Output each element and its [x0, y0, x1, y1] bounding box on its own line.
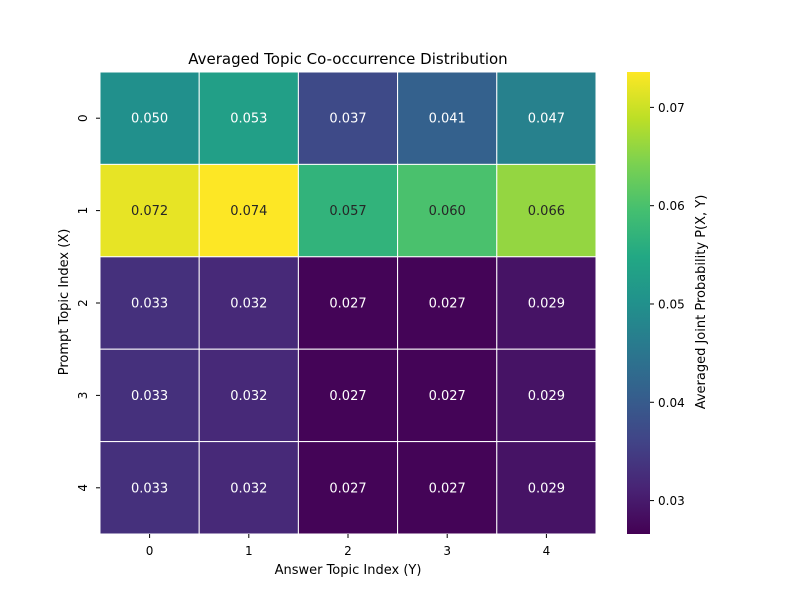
heatmap-cell-r1-c0 [99, 163, 200, 258]
colorbar-label: Averaged Joint Probability P(X, Y) [694, 195, 709, 410]
heatmap-cell-r0-c1 [198, 71, 299, 165]
cell-value-label: 0.029 [528, 389, 565, 404]
colorbar-tick-label: 0.06 [658, 199, 685, 213]
cell-value-label: 0.027 [329, 389, 366, 404]
x-axis-label: Answer Topic Index (Y) [275, 563, 422, 578]
cell-value-label: 0.047 [528, 112, 565, 127]
heatmap-cell-r0-c0 [99, 71, 200, 165]
cell-value-label: 0.057 [329, 204, 366, 219]
cell-value-label: 0.053 [230, 112, 267, 127]
colorbar-tick-label: 0.05 [658, 297, 685, 311]
heatmap-cell-r0-c4 [496, 71, 597, 165]
cell-value-label: 0.072 [131, 204, 168, 219]
heatmap-cell-r2-c3 [397, 256, 498, 350]
cell-value-label: 0.066 [528, 204, 565, 219]
y-tick-label: 3 [76, 392, 90, 400]
y-axis: 0 1 2 3 4 [76, 114, 100, 492]
cell-value-label: 0.027 [429, 389, 466, 404]
colorbar-tick-label: 0.03 [658, 494, 685, 508]
cell-value-label: 0.033 [131, 297, 168, 312]
heatmap-cell-r4-c2 [297, 441, 399, 535]
heatmap-cell-r0-c2 [297, 71, 399, 165]
heatmap-cells [99, 71, 597, 535]
heatmap-cell-r4-c0 [99, 441, 200, 535]
x-axis: 0 1 2 3 4 [146, 534, 550, 558]
cell-value-label: 0.060 [429, 204, 466, 219]
heatmap-cell-r2-c1 [198, 256, 299, 350]
cell-value-label: 0.033 [131, 481, 168, 496]
y-tick-label: 0 [76, 114, 90, 122]
cell-value-label: 0.033 [131, 389, 168, 404]
colorbar-gradient [627, 72, 650, 534]
x-tick-label: 3 [443, 544, 451, 558]
x-tick-label: 4 [543, 544, 551, 558]
cell-value-label: 0.041 [429, 112, 466, 127]
colorbar-tick-label: 0.07 [658, 101, 685, 115]
heatmap-cell-labels: 0.050 0.053 0.037 0.041 0.047 0.072 0.074 0.057… [131, 112, 565, 497]
cell-value-label: 0.027 [329, 481, 366, 496]
heatmap-cell-r3-c1 [198, 348, 299, 443]
colorbar-tick-label: 0.04 [658, 396, 685, 410]
heatmap-cell-r3-c2 [297, 348, 399, 443]
cell-value-label: 0.050 [131, 112, 168, 127]
cell-value-label: 0.027 [429, 481, 466, 496]
cell-value-label: 0.032 [230, 297, 267, 312]
cell-value-label: 0.029 [528, 481, 565, 496]
y-axis-label: Prompt Topic Index (X) [57, 229, 72, 376]
heatmap-cell-r4-c4 [496, 441, 597, 535]
heatmap-cell-r4-c1 [198, 441, 299, 535]
heatmap-cell-r2-c2 [297, 256, 399, 350]
cell-value-label: 0.029 [528, 297, 565, 312]
cell-value-label: 0.037 [329, 112, 366, 127]
colorbar: 0.03 0.04 0.05 0.06 0.07 [627, 72, 685, 534]
heatmap-cell-r2-c4 [496, 256, 597, 350]
heatmap-cell-r0-c3 [397, 71, 498, 165]
y-tick-label: 4 [76, 484, 90, 492]
cell-value-label: 0.074 [230, 204, 267, 219]
x-tick-label: 1 [245, 544, 253, 558]
y-tick-label: 1 [76, 207, 90, 215]
x-tick-label: 0 [146, 544, 154, 558]
cell-value-label: 0.027 [329, 297, 366, 312]
chart-title: Averaged Topic Co-occurrence Distributio… [188, 50, 507, 68]
heatmap-cell-r1-c2 [297, 163, 399, 258]
heatmap-cell-r3-c4 [496, 348, 597, 443]
x-tick-label: 2 [344, 544, 352, 558]
heatmap-cell-r1-c4 [496, 163, 597, 258]
y-tick-label: 2 [76, 299, 90, 307]
cell-value-label: 0.032 [230, 481, 267, 496]
cell-value-label: 0.032 [230, 389, 267, 404]
cell-value-label: 0.027 [429, 297, 466, 312]
heatmap-cell-r3-c3 [397, 348, 498, 443]
